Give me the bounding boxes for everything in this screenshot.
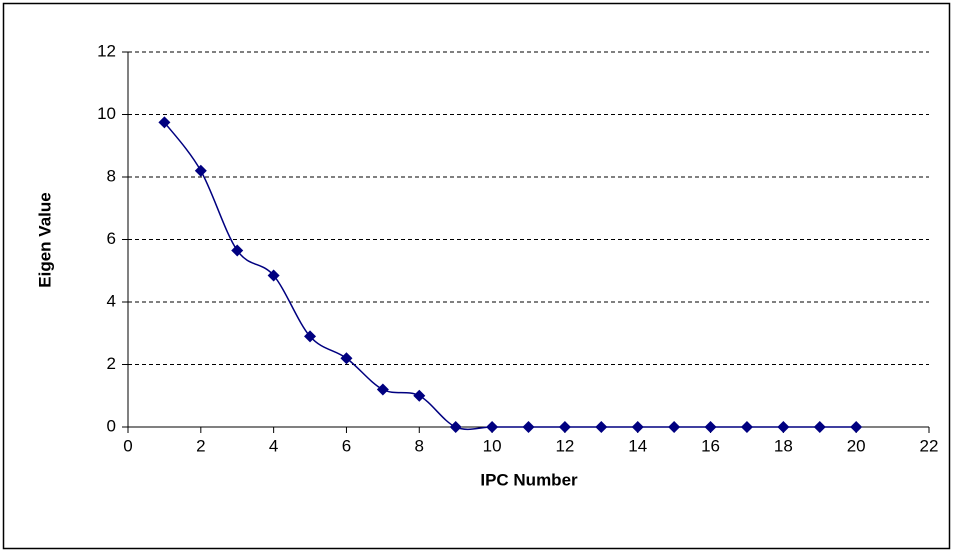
y-tick-label: 2	[107, 354, 116, 373]
x-tick-label: 20	[847, 436, 866, 455]
x-tick-label: 6	[342, 436, 351, 455]
y-axis-title: Eigen Value	[35, 192, 54, 287]
y-tick-label: 6	[107, 229, 116, 248]
data-point	[704, 421, 717, 433]
data-point	[376, 383, 389, 396]
data-point	[631, 421, 644, 433]
x-tick-label: 14	[628, 436, 647, 455]
y-tick-label: 10	[97, 104, 116, 123]
data-point	[449, 421, 462, 433]
x-tick-label: 2	[196, 436, 205, 455]
data-point	[194, 164, 207, 177]
x-tick-label: 0	[123, 436, 132, 455]
y-tick-label: 12	[97, 41, 116, 60]
data-point	[340, 352, 353, 365]
data-point	[850, 421, 863, 433]
data-point	[668, 421, 681, 433]
data-point	[813, 421, 826, 433]
data-point	[558, 421, 571, 433]
data-point	[267, 269, 280, 282]
data-point	[158, 116, 171, 129]
data-point	[595, 421, 608, 433]
data-point	[304, 330, 317, 343]
data-point	[777, 421, 790, 433]
x-tick-label: 8	[415, 436, 424, 455]
data-point	[413, 389, 426, 402]
x-tick-label: 16	[701, 436, 720, 455]
data-point	[740, 421, 753, 433]
y-tick-label: 4	[107, 291, 116, 310]
data-point	[231, 244, 244, 257]
x-tick-label: 4	[269, 436, 278, 455]
x-tick-label: 22	[920, 436, 939, 455]
x-tick-label: 18	[774, 436, 793, 455]
x-axis-title: IPC Number	[480, 470, 578, 489]
y-tick-label: 0	[107, 416, 116, 435]
data-point	[486, 421, 499, 433]
data-point	[522, 421, 535, 433]
x-tick-label: 12	[555, 436, 574, 455]
x-tick-label: 10	[483, 436, 502, 455]
y-tick-label: 8	[107, 166, 116, 185]
